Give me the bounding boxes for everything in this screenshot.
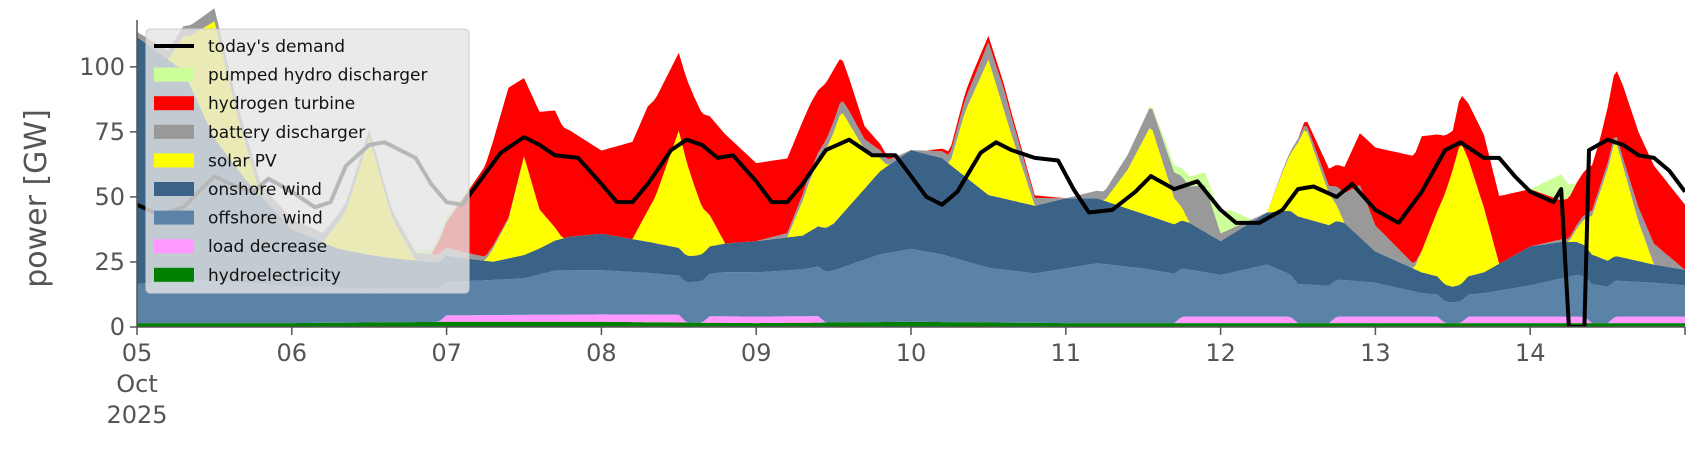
legend-swatch xyxy=(154,210,194,225)
legend-box xyxy=(145,28,470,294)
legend-label: hydroelectricity xyxy=(208,266,341,286)
legend-swatch xyxy=(154,182,194,196)
legend-label: solar PV xyxy=(208,151,277,171)
axes: 0 25 50 75 100 05 Oct 2025 06 07 08 09 10 11 12 13 14 xyxy=(79,20,1686,429)
y-axis-label: power [GW] xyxy=(19,109,54,288)
legend-swatch xyxy=(154,267,194,282)
legend-item-battery-discharger: battery discharger xyxy=(154,123,365,143)
area-load-decrease xyxy=(137,314,1685,324)
area-onshore-wind xyxy=(137,36,1685,303)
x-tick-label: 2025 xyxy=(106,401,167,429)
legend-label: load decrease xyxy=(208,237,327,257)
legend-item-solar-pv: solar PV xyxy=(154,151,277,171)
x-tick-label: 14 xyxy=(1515,339,1546,367)
x-tick-label: 13 xyxy=(1360,339,1391,367)
stacked-area-layer xyxy=(137,8,1685,327)
x-tick-label: 12 xyxy=(1205,339,1236,367)
legend-label: today's demand xyxy=(208,37,345,57)
legend-item-hydroelectricity: hydroelectricity xyxy=(154,266,341,286)
x-tick-label: 05 xyxy=(122,339,153,367)
legend-item-hydrogen-turbine: hydrogen turbine xyxy=(154,94,355,114)
legend-label: pumped hydro discharger xyxy=(208,66,427,86)
legend-item-pumped-hydro-discharger: pumped hydro discharger xyxy=(154,66,427,86)
y-tick-label: 50 xyxy=(94,183,125,211)
legend-item-today-s-demand: today's demand xyxy=(154,37,345,57)
legend-label: offshore wind xyxy=(208,209,323,229)
x-tick-label: 08 xyxy=(586,339,617,367)
x-tick-label: 11 xyxy=(1051,339,1082,367)
area-hydrogen-turbine xyxy=(137,8,1685,270)
x-tick-label: Oct xyxy=(116,370,158,398)
x-tick-label: 09 xyxy=(741,339,772,367)
legend-item-load-decrease: load decrease xyxy=(154,237,327,257)
x-tick-label: 07 xyxy=(431,339,462,367)
legend-swatch xyxy=(154,67,194,82)
legend-swatch xyxy=(154,239,194,254)
y-tick-label: 100 xyxy=(79,53,125,81)
y-tick-label: 75 xyxy=(94,118,125,146)
area-offshore-wind xyxy=(137,248,1685,324)
x-tick-label: 06 xyxy=(277,339,308,367)
legend: today's demand pumped hydro discharger hyd… xyxy=(145,28,470,294)
area-hydroelectricity xyxy=(137,321,1685,327)
legend-swatch xyxy=(154,96,194,111)
legend-item-offshore-wind: offshore wind xyxy=(154,209,323,229)
legend-label: hydrogen turbine xyxy=(208,94,355,114)
legend-swatch xyxy=(154,153,194,168)
legend-item-onshore-wind: onshore wind xyxy=(154,180,322,200)
x-tick-label: 10 xyxy=(896,339,927,367)
legend-swatch xyxy=(154,124,194,139)
y-tick-label: 25 xyxy=(94,248,125,276)
area-solar-pv xyxy=(137,21,1685,287)
legend-label: battery discharger xyxy=(208,123,365,143)
y-tick-label: 0 xyxy=(110,313,125,341)
legend-label: onshore wind xyxy=(208,180,322,200)
